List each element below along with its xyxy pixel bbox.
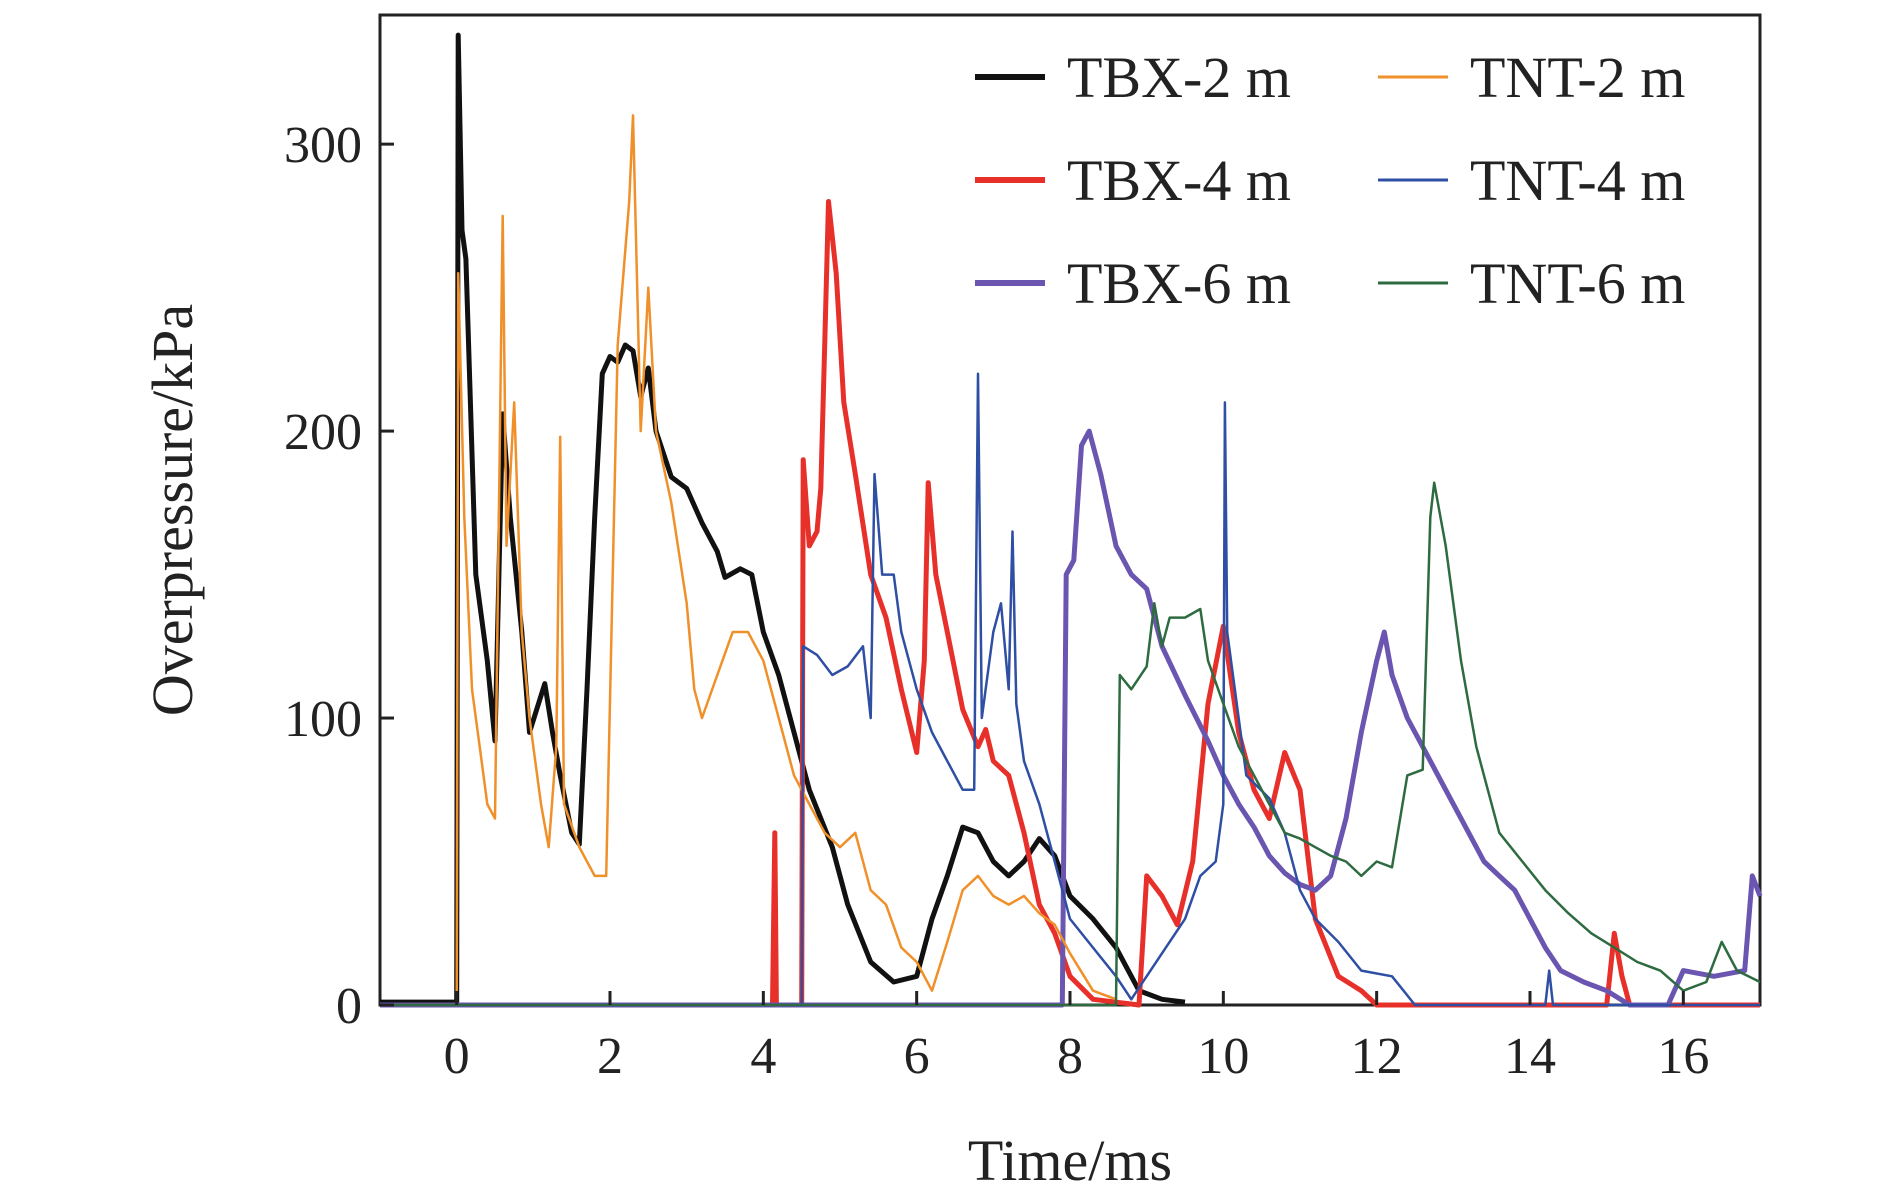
series-line-2 bbox=[380, 199, 1760, 1008]
legend-label-5: TNT-4 m bbox=[1470, 148, 1685, 213]
x-axis-ticks: 0 2 4 6 8 10 12 14 16 bbox=[444, 991, 1709, 1085]
x-tick-label-2: 4 bbox=[750, 1028, 776, 1085]
y-axis-ticks: 0 100 200 300 bbox=[284, 117, 394, 1035]
legend: TBX-2 m TNT-2 m TBX-4 m TNT-4 m TBX-6 m TNT-6… bbox=[975, 45, 1685, 316]
x-tick-label-5: 10 bbox=[1197, 1028, 1249, 1085]
x-tick-label-8: 16 bbox=[1657, 1028, 1709, 1085]
x-tick-label-1: 2 bbox=[597, 1028, 623, 1085]
y-tick-label-1: 100 bbox=[284, 691, 362, 748]
series-line-4 bbox=[380, 114, 1117, 1007]
x-tick-label-0: 0 bbox=[444, 1028, 470, 1085]
y-axis-label: Overpressure/kPa bbox=[140, 304, 205, 716]
x-tick-label-4: 8 bbox=[1057, 1028, 1083, 1085]
legend-label-3: TBX-6 m bbox=[1067, 251, 1291, 316]
series-line-1 bbox=[380, 32, 1186, 1005]
legend-label-6: TNT-6 m bbox=[1470, 251, 1685, 316]
series-line-5 bbox=[380, 372, 1760, 1007]
x-tick-label-6: 12 bbox=[1351, 1028, 1403, 1085]
legend-label-4: TNT-2 m bbox=[1470, 45, 1685, 110]
x-tick-label-7: 14 bbox=[1504, 1028, 1556, 1085]
x-tick-label-3: 6 bbox=[904, 1028, 930, 1085]
series-layer bbox=[380, 32, 1763, 1008]
series-line-3 bbox=[380, 428, 1763, 1008]
legend-label-1: TBX-2 m bbox=[1067, 45, 1291, 110]
legend-label-2: TBX-4 m bbox=[1067, 148, 1291, 213]
y-tick-label-3: 300 bbox=[284, 117, 362, 174]
y-tick-label-0: 0 bbox=[336, 978, 362, 1035]
y-tick-label-2: 200 bbox=[284, 404, 362, 461]
x-axis-label: Time/ms bbox=[968, 1128, 1172, 1193]
series-line-6 bbox=[380, 481, 1761, 1007]
